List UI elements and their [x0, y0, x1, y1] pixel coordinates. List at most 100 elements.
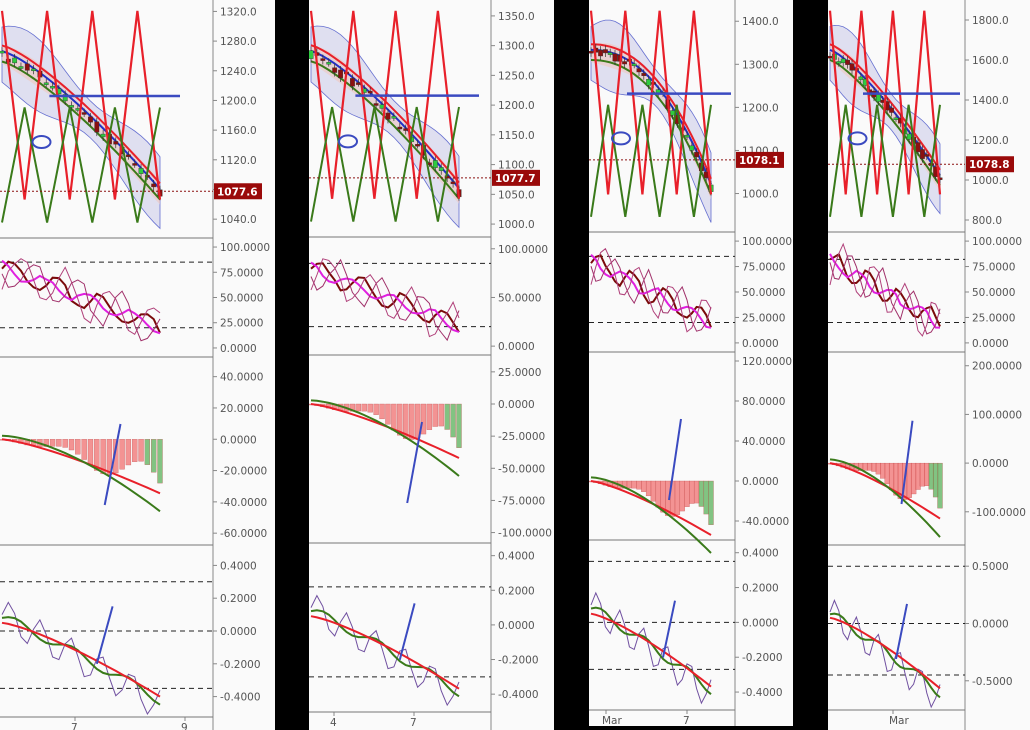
y-tick-label: 0.2000 [498, 585, 535, 597]
bearish-candle [924, 154, 930, 157]
y-tick-label: -0.2000 [498, 655, 539, 667]
red-zigzag-line [589, 10, 713, 195]
oscillator-red-line [590, 612, 712, 688]
bearish-candle [602, 49, 608, 54]
y-tick-label: 1400.0 [972, 95, 1009, 107]
stochastic-line [1, 264, 161, 342]
chart-1: 1040.01080.01120.01160.01200.01240.01280… [0, 0, 275, 730]
macd-histogram-bar [866, 462, 873, 471]
bearish-candle [94, 121, 100, 133]
bearish-candle [919, 149, 925, 159]
y-tick-label: 1000.0 [972, 175, 1009, 187]
bearish-candle [889, 107, 895, 113]
y-tick-label: 0.2000 [220, 593, 257, 605]
macd-line [590, 476, 712, 554]
bullish-candle [689, 145, 695, 151]
y-tick-label: 0.2000 [742, 583, 779, 595]
bullish-candle [607, 52, 613, 55]
macd-histogram-bar [636, 480, 642, 490]
y-tick-label: 0.0000 [498, 399, 535, 411]
macd-histogram-bar [420, 403, 427, 435]
y-tick-label: 1400.0 [742, 16, 779, 28]
inner-band [591, 43, 711, 200]
chart-background [828, 0, 1030, 730]
bullish-candle [138, 167, 144, 174]
stochastic-line [829, 253, 941, 329]
macd-histogram-bar [438, 403, 444, 427]
y-tick-label: 1150.0 [498, 130, 535, 142]
macd-histogram-bar [119, 439, 125, 470]
y-tick-label: 50.0000 [220, 293, 263, 305]
macd-histogram-bar [106, 439, 113, 475]
y-tick-label: 25.0000 [220, 318, 263, 330]
price-tag-box [214, 183, 262, 200]
oscillator-red-line [310, 615, 460, 690]
chart-2-svg: 1000.0 1050.0 1100.0 1150.0 1200.0 1250.0 1300… [309, 0, 554, 730]
y-tick-label: -0.5000 [972, 676, 1013, 688]
y-tick-label: 25.0000 [972, 312, 1015, 324]
oscillator-fast-line [590, 591, 712, 705]
bullish-candle [391, 116, 397, 119]
y-tick-label: -50.0000 [498, 463, 545, 475]
x-tick-label: 7 [410, 717, 417, 729]
x-tick-label: Mar [889, 715, 909, 727]
macd-histogram-bar [385, 403, 391, 425]
bullish-candle [840, 58, 846, 64]
macd-histogram-bar [698, 480, 705, 507]
y-tick-label: -0.2000 [742, 652, 783, 664]
annotation-line [95, 606, 114, 665]
x-tick-label: 7 [71, 722, 78, 730]
annotation-line [900, 420, 914, 505]
bearish-candle [828, 55, 833, 59]
macd-histogram-bar [679, 480, 685, 512]
macd-histogram-bar [62, 439, 68, 448]
annotation-circle [611, 131, 631, 146]
chart-background [0, 0, 275, 730]
stochastic-line [310, 261, 460, 333]
bearish-candle [355, 82, 361, 85]
macd-histogram-bar [432, 403, 438, 427]
annotation-line [668, 418, 682, 501]
stochastic-line [1, 258, 161, 336]
macd-histogram-bar [414, 403, 421, 438]
oscillator-fast-line [310, 594, 460, 707]
y-tick-label: 0.0000 [498, 620, 535, 632]
macd-histogram-bar [355, 403, 362, 412]
bearish-candle [367, 90, 373, 94]
macd-histogram-bar [684, 480, 690, 507]
macd-histogram-bar [645, 480, 652, 497]
y-tick-label: 1600.0 [972, 55, 1009, 67]
macd-histogram-bar [871, 462, 877, 472]
y-tick-label: 1200.0 [220, 95, 257, 107]
macd-histogram-bar [157, 439, 163, 484]
y-tick-label: 1300.0 [498, 41, 535, 53]
bearish-candle [373, 103, 379, 106]
y-tick-label: 0.0000 [972, 458, 1009, 470]
annotation-line [895, 603, 908, 660]
macd-histogram-bar [94, 439, 100, 471]
green-zigzag-line [590, 104, 712, 217]
x-tick-label: 9 [181, 722, 188, 730]
annotation-line [406, 421, 423, 504]
macd-histogram-bar [456, 403, 462, 448]
macd-histogram-bar [910, 462, 917, 495]
stochastic-line [590, 254, 712, 328]
red-zigzag-line [309, 10, 461, 199]
y-tick-label: 1200.0 [742, 102, 779, 114]
macd-histogram-bar [132, 439, 138, 462]
chart-3-svg: 1000.01100.01200.01300.01400.01078.10.00… [589, 0, 793, 726]
y-tick-label: 1240.0 [220, 66, 257, 78]
bearish-candle [450, 181, 456, 185]
macd-histogram-bar [937, 462, 943, 509]
annotation-circle [847, 131, 868, 146]
y-tick-label: -0.4000 [742, 687, 783, 699]
macd-line [310, 399, 460, 477]
bearish-candle [612, 53, 618, 62]
stochastic-line [829, 255, 941, 335]
price-tag-label: 1078.8 [969, 159, 1010, 171]
red-zigzag-line [0, 10, 162, 200]
y-tick-label: 50.0000 [972, 287, 1015, 299]
macd-histogram-bar [391, 403, 397, 431]
bearish-candle [849, 63, 855, 71]
y-tick-label: 25.0000 [742, 312, 785, 324]
